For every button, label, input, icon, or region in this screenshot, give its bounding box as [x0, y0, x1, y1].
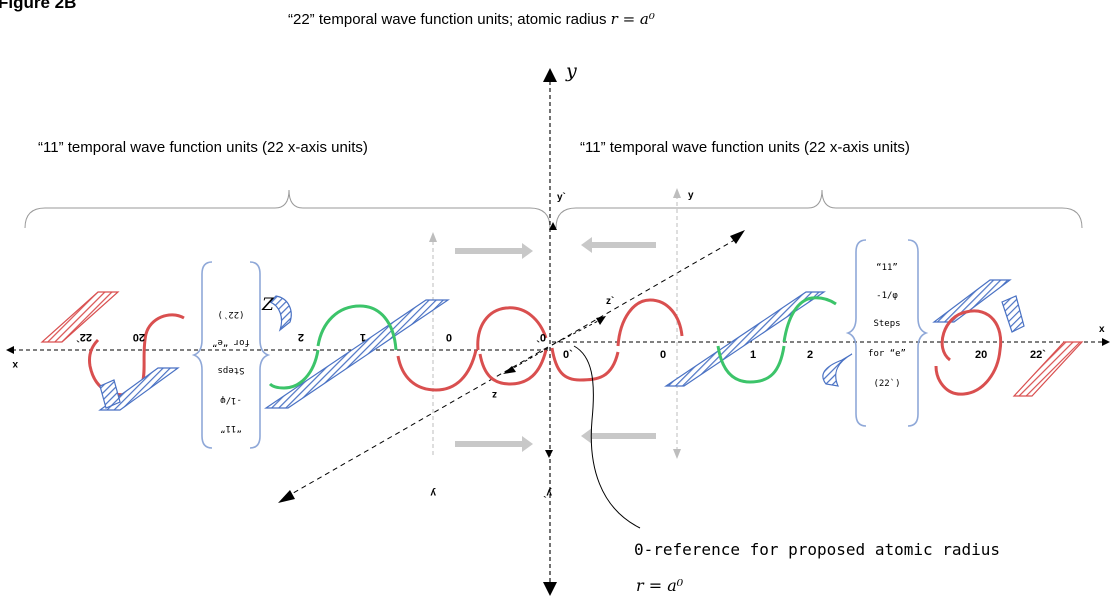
z-small-short-axis: [509, 347, 549, 371]
right-span-caption: “11” temporal wave function units (22 x-…: [580, 139, 910, 156]
gray-arrow-bottom-left: [455, 436, 533, 452]
main-y-arrow-top: [543, 68, 557, 82]
top-caption: “22” temporal wave function units; atomi…: [288, 10, 655, 28]
left-tick-20: 20: [133, 331, 145, 343]
main-y-arrow-bottom: [543, 582, 557, 596]
z-axis-diagonal: [551, 237, 739, 346]
gray-y-axis-right-arrow-top: [673, 188, 681, 198]
main-y-label: y: [565, 60, 577, 82]
left-wave-green-arch: [316, 304, 398, 351]
gray-arrow-top-right: [581, 237, 656, 253]
right-bracket-open: [845, 239, 867, 427]
right-tick-0: 0: [660, 349, 666, 361]
left-tick-0prime: 0`: [536, 331, 546, 343]
z-axis-arrow-down: [278, 490, 295, 503]
left-bracket-open: [191, 261, 213, 449]
left-bracket-line-5: (22`): [217, 309, 244, 320]
right-end-blue-small: [1001, 295, 1025, 333]
z-axis-diagonal-lower: [287, 346, 549, 497]
left-span-brace: [24, 189, 551, 229]
x-right-label: x: [1099, 324, 1105, 335]
reference-pointer-line: [573, 345, 641, 529]
right-tick-2: 2: [807, 349, 813, 361]
top-caption-text: “22” temporal wave function units; atomi…: [288, 11, 611, 28]
left-tick-2: 2: [298, 331, 304, 343]
left-tick-0: 0: [446, 331, 452, 343]
left-wave-blue-hatch-2: [268, 295, 292, 332]
x-axis-right-arrow: [1102, 338, 1110, 346]
left-bracket-line-4: for “e”: [212, 337, 250, 347]
right-bracket-line-1: “11”: [876, 263, 898, 273]
y-prime-arrow-top: [549, 222, 557, 230]
gray-y-axis-left-arrow: [429, 232, 437, 242]
right-tick-20: 20: [975, 349, 987, 361]
y-prime-arrow-bottom: [545, 450, 553, 458]
left-bracket-line-2: -1/φ: [220, 395, 242, 405]
right-bracket-line-4: for “e”: [868, 349, 906, 359]
left-wave-green-dip: [268, 349, 320, 390]
figure-label: Figure 2B: [0, 0, 77, 12]
x-left-label: x: [12, 359, 18, 370]
reference-formula: r = a⁰: [636, 576, 684, 595]
y-right-label: y: [688, 190, 694, 201]
reference-note: 0-reference for proposed atomic radius: [634, 540, 1001, 559]
gray-y-axis-right-arrow-bottom: [673, 449, 681, 459]
right-end-blue-hatch: [932, 279, 1012, 323]
z-small-label: z: [492, 389, 497, 400]
left-wave-red-arch: [476, 306, 548, 351]
right-wave-green-dip: [716, 345, 786, 384]
left-span-caption: “11” temporal wave function units (22 x-…: [38, 139, 368, 156]
left-tick-1: 1: [360, 331, 366, 343]
z-prime-short-axis: [551, 319, 601, 346]
y-prime-bottom-label: y`: [543, 487, 552, 498]
z-left-label: Z: [261, 295, 275, 315]
left-tick-22prime: 22`: [76, 331, 92, 343]
left-end-red-hatch: [40, 291, 120, 343]
right-bracket-line-2: -1/φ: [876, 291, 898, 301]
x-axis-left-arrow: [6, 346, 14, 354]
left-wave-red-dip: [478, 349, 548, 386]
left-bracket-close: [249, 261, 271, 449]
z-prime-arrow: [596, 316, 606, 325]
z-prime-label: z`: [606, 296, 614, 307]
right-end-red-hatch: [1012, 341, 1084, 397]
right-tick-1: 1: [750, 349, 756, 361]
left-wave-blue-hatch-1: [264, 299, 450, 409]
y-left-bottom-label: y: [430, 487, 436, 498]
left-wave-red-dip-2: [396, 349, 478, 392]
right-end-red-loop: [934, 309, 1003, 396]
right-bracket-close: [907, 239, 929, 427]
left-bracket-line-1: “11”: [220, 423, 242, 433]
z-small-arrow: [503, 366, 516, 374]
right-tick-0prime: 0`: [563, 349, 573, 361]
right-wave-red-dip: [550, 347, 620, 382]
y-prime-top-label: y`: [557, 192, 566, 203]
right-wave-blue-hatch-2: [822, 353, 853, 387]
right-bracket-line-3: Steps: [873, 319, 900, 329]
right-wave-red-arch: [616, 298, 684, 347]
z-axis-arrow-up: [730, 230, 745, 244]
left-end-blue-small: [99, 379, 121, 409]
right-bracket-line-5: (22`): [873, 378, 900, 389]
top-caption-formula: r = a⁰: [610, 10, 655, 28]
gray-arrow-top-left: [455, 243, 533, 259]
right-wave-blue-hatch-1: [664, 291, 826, 387]
left-bracket-line-3: Steps: [217, 365, 244, 375]
right-span-brace: [555, 189, 1083, 229]
right-wave-green-arch: [782, 296, 837, 343]
gray-arrow-bottom-right: [581, 428, 656, 444]
right-tick-22prime: 22`: [1030, 349, 1046, 361]
